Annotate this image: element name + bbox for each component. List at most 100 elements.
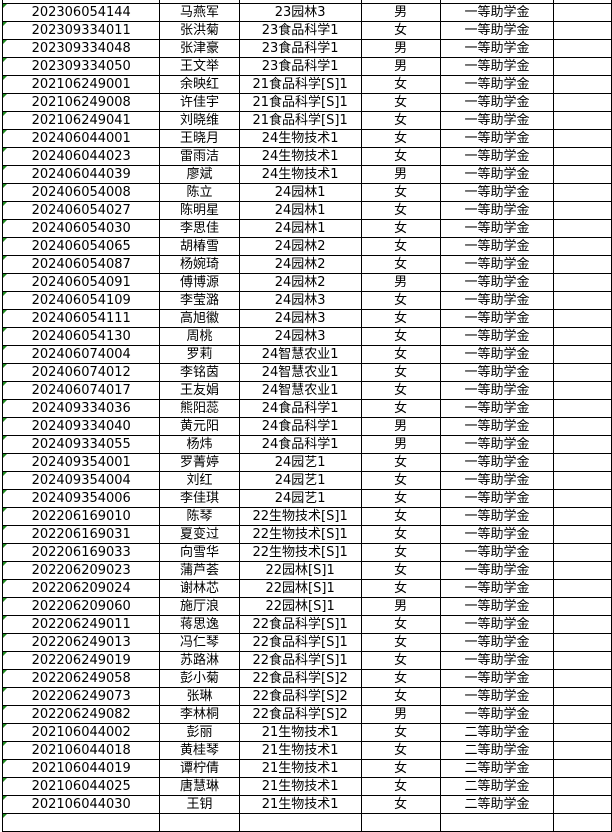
gender-cell[interactable]: 女	[360, 561, 441, 580]
award-cell[interactable]: 一等助学金	[439, 543, 555, 562]
empty-cell[interactable]	[553, 201, 612, 220]
award-cell[interactable]: 一等助学金	[439, 615, 555, 634]
name-cell[interactable]: 黄桂琴	[159, 741, 240, 760]
name-cell[interactable]: 罗莉	[159, 345, 240, 364]
class-cell[interactable]: 21食品科学[S]1	[238, 111, 362, 130]
student-id-cell[interactable]: 202406054008	[1, 183, 161, 202]
gender-cell[interactable]: 男	[360, 705, 441, 724]
gender-cell[interactable]: 女	[360, 345, 441, 364]
name-cell[interactable]: 谢林芯	[159, 579, 240, 598]
class-cell[interactable]: 24园艺1	[238, 471, 362, 490]
name-cell[interactable]	[159, 813, 240, 832]
award-cell[interactable]: 二等助学金	[439, 723, 555, 742]
name-cell[interactable]: 李铭茵	[159, 363, 240, 382]
student-id-cell[interactable]: 202206169031	[1, 525, 161, 544]
class-cell[interactable]	[238, 813, 362, 832]
name-cell[interactable]: 周桃	[159, 327, 240, 346]
empty-cell[interactable]	[553, 363, 612, 382]
empty-cell[interactable]	[553, 777, 612, 796]
student-id-cell[interactable]: 202206249013	[1, 633, 161, 652]
empty-cell[interactable]	[553, 345, 612, 364]
award-cell[interactable]: 一等助学金	[439, 327, 555, 346]
student-id-cell[interactable]: 202406054130	[1, 327, 161, 346]
class-cell[interactable]: 22食品科学[S]2	[238, 705, 362, 724]
class-cell[interactable]: 22食品科学[S]2	[238, 669, 362, 688]
student-id-cell[interactable]	[1, 813, 161, 832]
empty-cell[interactable]	[553, 255, 612, 274]
award-cell[interactable]: 一等助学金	[439, 219, 555, 238]
gender-cell[interactable]: 女	[360, 309, 441, 328]
class-cell[interactable]: 21生物技术1	[238, 777, 362, 796]
name-cell[interactable]: 杨婉琦	[159, 255, 240, 274]
empty-cell[interactable]	[553, 399, 612, 418]
student-id-cell[interactable]: 202106249001	[1, 75, 161, 94]
student-id-cell[interactable]: 202309334050	[1, 57, 161, 76]
empty-cell[interactable]	[553, 705, 612, 724]
award-cell[interactable]: 二等助学金	[439, 741, 555, 760]
empty-cell[interactable]	[553, 435, 612, 454]
award-cell[interactable]: 一等助学金	[439, 237, 555, 256]
class-cell[interactable]: 24智慧农业1	[238, 363, 362, 382]
award-cell[interactable]: 二等助学金	[439, 759, 555, 778]
student-id-cell[interactable]: 202106249008	[1, 93, 161, 112]
empty-cell[interactable]	[553, 57, 612, 76]
gender-cell[interactable]: 女	[360, 507, 441, 526]
empty-cell[interactable]	[553, 453, 612, 472]
student-id-cell[interactable]: 202406054087	[1, 255, 161, 274]
gender-cell[interactable]: 女	[360, 579, 441, 598]
empty-cell[interactable]	[553, 597, 612, 616]
name-cell[interactable]: 彭小菊	[159, 669, 240, 688]
student-id-cell[interactable]: 202406054091	[1, 273, 161, 292]
empty-cell[interactable]	[553, 165, 612, 184]
name-cell[interactable]: 蒋思逸	[159, 615, 240, 634]
name-cell[interactable]: 马燕军	[159, 3, 240, 22]
student-id-cell[interactable]: 202206249073	[1, 687, 161, 706]
class-cell[interactable]: 21生物技术1	[238, 759, 362, 778]
name-cell[interactable]: 张洪菊	[159, 21, 240, 40]
class-cell[interactable]: 22食品科学[S]1	[238, 633, 362, 652]
class-cell[interactable]: 22生物技术[S]1	[238, 525, 362, 544]
class-cell[interactable]: 23园林3	[238, 3, 362, 22]
empty-cell[interactable]	[553, 507, 612, 526]
empty-cell[interactable]	[553, 795, 612, 814]
empty-cell[interactable]	[553, 3, 612, 22]
award-cell[interactable]: 一等助学金	[439, 345, 555, 364]
award-cell[interactable]: 一等助学金	[439, 21, 555, 40]
student-id-cell[interactable]: 202206169033	[1, 543, 161, 562]
student-id-cell[interactable]: 202409354006	[1, 489, 161, 508]
empty-cell[interactable]	[553, 147, 612, 166]
class-cell[interactable]: 22园林[S]1	[238, 579, 362, 598]
class-cell[interactable]: 24食品科学1	[238, 435, 362, 454]
name-cell[interactable]: 熊阳蕊	[159, 399, 240, 418]
award-cell[interactable]	[439, 813, 555, 832]
student-id-cell[interactable]: 202309334011	[1, 21, 161, 40]
gender-cell[interactable]: 男	[360, 435, 441, 454]
gender-cell[interactable]: 男	[360, 39, 441, 58]
student-id-cell[interactable]: 202106249041	[1, 111, 161, 130]
gender-cell[interactable]: 女	[360, 615, 441, 634]
gender-cell[interactable]: 女	[360, 669, 441, 688]
class-cell[interactable]: 24园林2	[238, 273, 362, 292]
student-id-cell[interactable]: 202406044001	[1, 129, 161, 148]
empty-cell[interactable]	[553, 687, 612, 706]
empty-cell[interactable]	[553, 489, 612, 508]
class-cell[interactable]: 22园林[S]1	[238, 561, 362, 580]
empty-cell[interactable]	[553, 129, 612, 148]
class-cell[interactable]: 24食品科学1	[238, 417, 362, 436]
gender-cell[interactable]: 女	[360, 255, 441, 274]
empty-cell[interactable]	[553, 183, 612, 202]
gender-cell[interactable]: 女	[360, 363, 441, 382]
award-cell[interactable]: 一等助学金	[439, 147, 555, 166]
gender-cell[interactable]: 女	[360, 687, 441, 706]
empty-cell[interactable]	[553, 327, 612, 346]
empty-cell[interactable]	[553, 651, 612, 670]
empty-cell[interactable]	[553, 561, 612, 580]
class-cell[interactable]: 23食品科学1	[238, 57, 362, 76]
student-id-cell[interactable]: 202106044030	[1, 795, 161, 814]
student-id-cell[interactable]: 202406074004	[1, 345, 161, 364]
award-cell[interactable]: 一等助学金	[439, 273, 555, 292]
award-cell[interactable]: 一等助学金	[439, 75, 555, 94]
student-id-cell[interactable]: 202206249082	[1, 705, 161, 724]
name-cell[interactable]: 苏路淋	[159, 651, 240, 670]
name-cell[interactable]: 李莹潞	[159, 291, 240, 310]
